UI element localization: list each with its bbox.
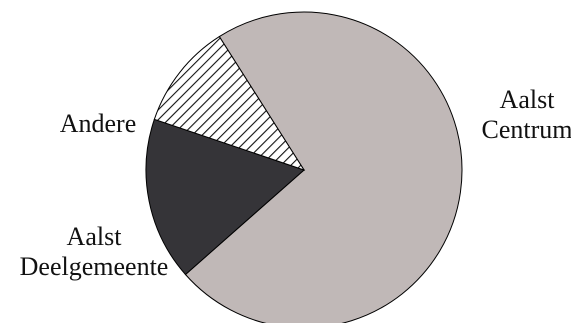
pie-slice-andere (153, 35, 306, 171)
pie-slice-aalst-deelgemeente (145, 118, 305, 276)
pie-label-line: Deelgemeente (20, 252, 169, 281)
pie-label-line: Andere (60, 109, 137, 138)
pie-label-line: Aalst (67, 222, 123, 251)
pie-slices (145, 11, 463, 323)
pie-slice-aalst-centrum (184, 11, 463, 323)
pie-label-andere: Andere (60, 109, 137, 138)
pie-label-line: Centrum (482, 115, 571, 144)
pie-label-line: Aalst (500, 85, 556, 114)
pie-label-aalst-centrum: Aalst Centrum (482, 85, 571, 144)
pie-label-aalst-deelgemeente: Aalst Deelgemeente (20, 222, 169, 281)
